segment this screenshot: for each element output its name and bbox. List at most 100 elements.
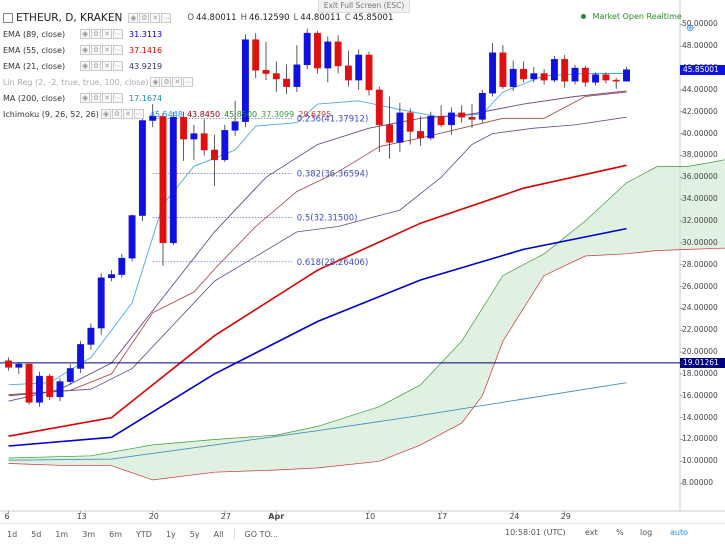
indicator-row[interactable]: EMA (89, close)◉⚙✕⋯ 31.3113 (3, 26, 395, 42)
candle-up (170, 117, 176, 243)
more-icon[interactable]: ⋯ (113, 61, 123, 71)
close-icon[interactable]: ✕ (102, 61, 112, 71)
close-icon[interactable]: ✕ (102, 45, 112, 55)
candle-up (119, 258, 125, 274)
indicator-row[interactable]: Lin Reg (2, -2, true, true, 100, close)◉… (3, 74, 395, 90)
price-axis-label: 24.00000 (682, 303, 718, 312)
timeframe-button[interactable]: 1m (48, 530, 75, 539)
symbol-marker-icon[interactable] (3, 13, 13, 23)
candle-up (98, 278, 104, 328)
price-axis-label: 22.00000 (682, 325, 718, 334)
close-icon[interactable]: ✕ (172, 77, 182, 87)
gear-icon[interactable]: ⚙ (139, 13, 149, 23)
close-icon[interactable]: ✕ (102, 29, 112, 39)
more-icon[interactable]: ⋯ (113, 93, 123, 103)
indicator-buttons: ◉⚙✕⋯ (80, 61, 123, 71)
eye-icon[interactable]: ◉ (128, 13, 138, 23)
date-axis-label: 29 (561, 512, 571, 521)
close-icon[interactable]: ✕ (102, 93, 112, 103)
more-icon[interactable]: ⋯ (113, 29, 123, 39)
gear-icon[interactable]: ⚙ (91, 61, 101, 71)
symbol-row: ETHEUR, D, KRAKEN ◉ ⚙ ✕ ⋯ O 44.80011 H 4… (3, 10, 395, 26)
log-toggle[interactable]: log (640, 528, 652, 537)
candle-up (572, 68, 578, 81)
price-axis-label: 42.00000 (682, 107, 718, 116)
indicator-row[interactable]: MA (200, close)◉⚙✕⋯17.1674 (3, 90, 395, 106)
market-open-label: Market Open (593, 12, 644, 21)
date-axis-label: 24 (509, 512, 519, 521)
gear-icon[interactable]: ⚙ (161, 77, 171, 87)
close-icon[interactable]: ✕ (150, 13, 160, 23)
candle-down (520, 69, 526, 79)
timeframe-button[interactable]: 6m (102, 530, 129, 539)
candle-up (88, 328, 94, 344)
indicator-value: 17.1674 (129, 94, 162, 103)
ohlc-low-value: 44.80011 (300, 13, 341, 23)
gear-icon[interactable]: ⚙ (91, 45, 101, 55)
market-open-dot-icon (581, 14, 586, 19)
ext-toggle[interactable]: ext (585, 528, 598, 537)
gear-icon[interactable]: ⚙ (91, 29, 101, 39)
price-axis-label: 12.00000 (682, 434, 718, 443)
eye-icon[interactable]: ◉ (150, 77, 160, 87)
eye-icon[interactable]: ◉ (80, 29, 90, 39)
eye-icon[interactable]: ◉ (80, 45, 90, 55)
more-icon[interactable]: ⋯ (161, 13, 171, 23)
timeframe-button[interactable]: 1y (159, 530, 183, 539)
fib-level-label: 0.5(32.31500) (297, 214, 358, 224)
price-axis-label: 30.00000 (682, 238, 718, 247)
auto-toggle[interactable]: auto (670, 528, 688, 537)
indicator-row[interactable]: EMA (55, close)◉⚙✕⋯37.1416 (3, 42, 395, 58)
timeframe-button[interactable]: 5y (183, 530, 207, 539)
indicator-name: EMA (21, close) (3, 62, 78, 71)
indicator-row[interactable]: EMA (21, close)◉⚙✕⋯43.9219 (3, 58, 395, 74)
price-axis-label: 48.00000 (682, 41, 718, 50)
gear-icon[interactable]: ⚙ (112, 109, 122, 119)
candle-up (222, 130, 228, 159)
timeframe-button[interactable]: 1d (0, 530, 24, 539)
ohlc-high-label: H (241, 13, 247, 23)
candle-down (386, 125, 392, 142)
eye-icon[interactable]: ◉ (80, 61, 90, 71)
candle-down (201, 134, 207, 150)
indicator-value: 31.3113 (129, 30, 162, 39)
candle-up (623, 70, 629, 81)
price-axis-label: 36.00000 (682, 172, 718, 181)
timeframe-button[interactable]: 5d (24, 530, 48, 539)
candle-down (562, 59, 568, 81)
price-axis-label: 16.00000 (682, 391, 718, 400)
price-axis-label: 44.00000 (682, 85, 718, 94)
timeframe-button[interactable]: 3m (75, 530, 102, 539)
percent-toggle[interactable]: % (616, 528, 624, 537)
close-icon[interactable]: ✕ (123, 109, 133, 119)
more-icon[interactable]: ⋯ (183, 77, 193, 87)
candle-down (5, 361, 11, 368)
goto-button[interactable]: GO TO... (238, 530, 286, 539)
candle-up (108, 275, 114, 278)
price-axis-label: 26.00000 (682, 282, 718, 291)
date-axis-label: 13 (77, 512, 87, 521)
more-icon[interactable]: ⋯ (113, 45, 123, 55)
candle-down (438, 116, 444, 125)
eye-icon[interactable]: ◉ (80, 93, 90, 103)
date-axis-label: Apr (268, 512, 284, 521)
timeframe-button[interactable]: YTD (129, 530, 159, 539)
timeframe-button[interactable]: All (207, 530, 231, 539)
indicator-name: EMA (89, close) (3, 30, 78, 39)
candle-down (407, 113, 413, 132)
gear-icon[interactable]: ⚙ (91, 93, 101, 103)
more-icon[interactable]: ⋯ (134, 109, 144, 119)
candle-up (428, 116, 434, 138)
candle-down (211, 150, 217, 160)
candle-down (500, 53, 506, 87)
indicator-buttons: ◉⚙✕⋯ (101, 109, 144, 119)
date-axis-label: 10 (365, 512, 375, 521)
price-axis-label: 18.00000 (682, 369, 718, 378)
candle-down (26, 364, 32, 402)
candle-up (448, 113, 454, 125)
eye-icon[interactable]: ◉ (101, 109, 111, 119)
candle-up (77, 344, 83, 368)
